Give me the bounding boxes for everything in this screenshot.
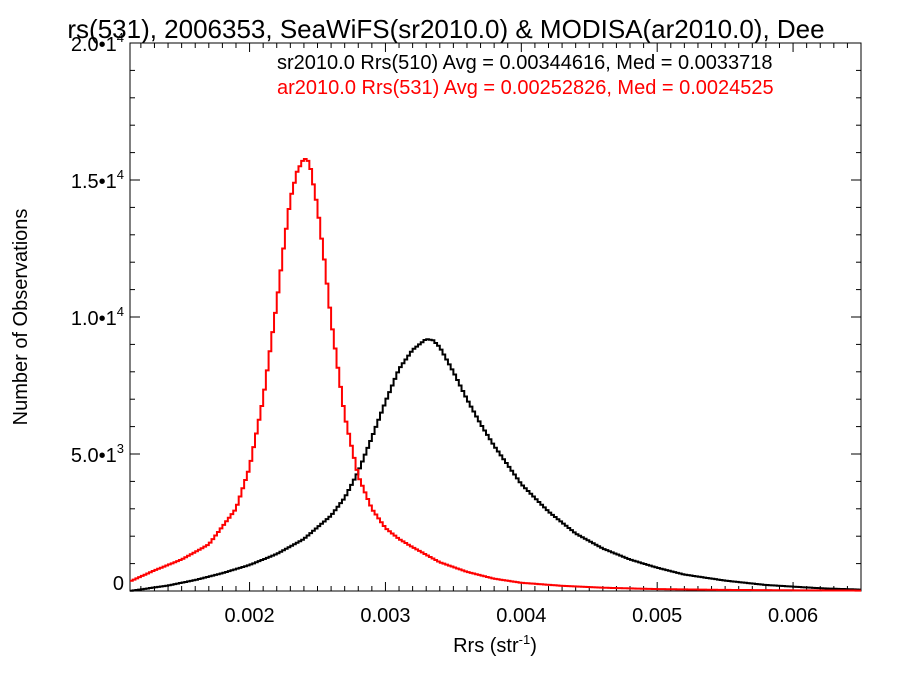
x-tick-labels: 0.002 0.003 0.004 0.005 0.006 (225, 605, 819, 627)
y-tick-mantissa: 5.0•1 (71, 445, 117, 467)
x-tick-label: 0.003 (360, 605, 410, 627)
y-tick-mantissa: 1.0•1 (71, 308, 117, 330)
chart-title: rs(531), 2006353, SeaWiFS(sr2010.0) & MO… (67, 14, 824, 44)
series-lines (130, 157, 861, 592)
y-tick-label: 1.0•14 (71, 304, 124, 330)
legend: sr2010.0 Rrs(510) Avg = 0.00344616, Med … (277, 52, 774, 99)
y-tick-exponent: 3 (117, 441, 124, 456)
y-tick-mantissa: 2.0•1 (71, 34, 117, 56)
x-axis-label: Rrs (str-1) (453, 632, 537, 657)
y-tick-mantissa: 1.5•1 (71, 171, 117, 193)
series-line-1 (130, 157, 861, 592)
plot-frame (129, 42, 862, 592)
x-tick-label: 0.002 (225, 605, 275, 627)
y-tick-exponent: 4 (117, 30, 124, 45)
y-tick-label: 2.0•14 (71, 30, 124, 56)
legend-entry: sr2010.0 Rrs(510) Avg = 0.00344616, Med … (277, 52, 773, 74)
x-tick-label: 0.005 (632, 605, 682, 627)
y-tick-mantissa: 0 (113, 573, 124, 595)
legend-entry: ar2010.0 Rrs(531) Avg = 0.00252826, Med … (277, 77, 774, 99)
series-line-0 (130, 338, 861, 592)
axis-ticks (130, 42, 861, 592)
y-tick-label: 0 (113, 573, 124, 595)
x-tick-label: 0.006 (768, 605, 818, 627)
y-tick-exponent: 4 (117, 304, 124, 319)
y-tick-exponent: 4 (117, 167, 124, 182)
y-tick-labels: 05.0•131.0•141.5•142.0•14 (71, 30, 124, 595)
x-tick-label: 0.004 (496, 605, 546, 627)
y-axis-label: Number of Observations (10, 209, 32, 426)
y-tick-label: 5.0•13 (71, 441, 124, 467)
y-tick-label: 1.5•14 (71, 167, 124, 193)
